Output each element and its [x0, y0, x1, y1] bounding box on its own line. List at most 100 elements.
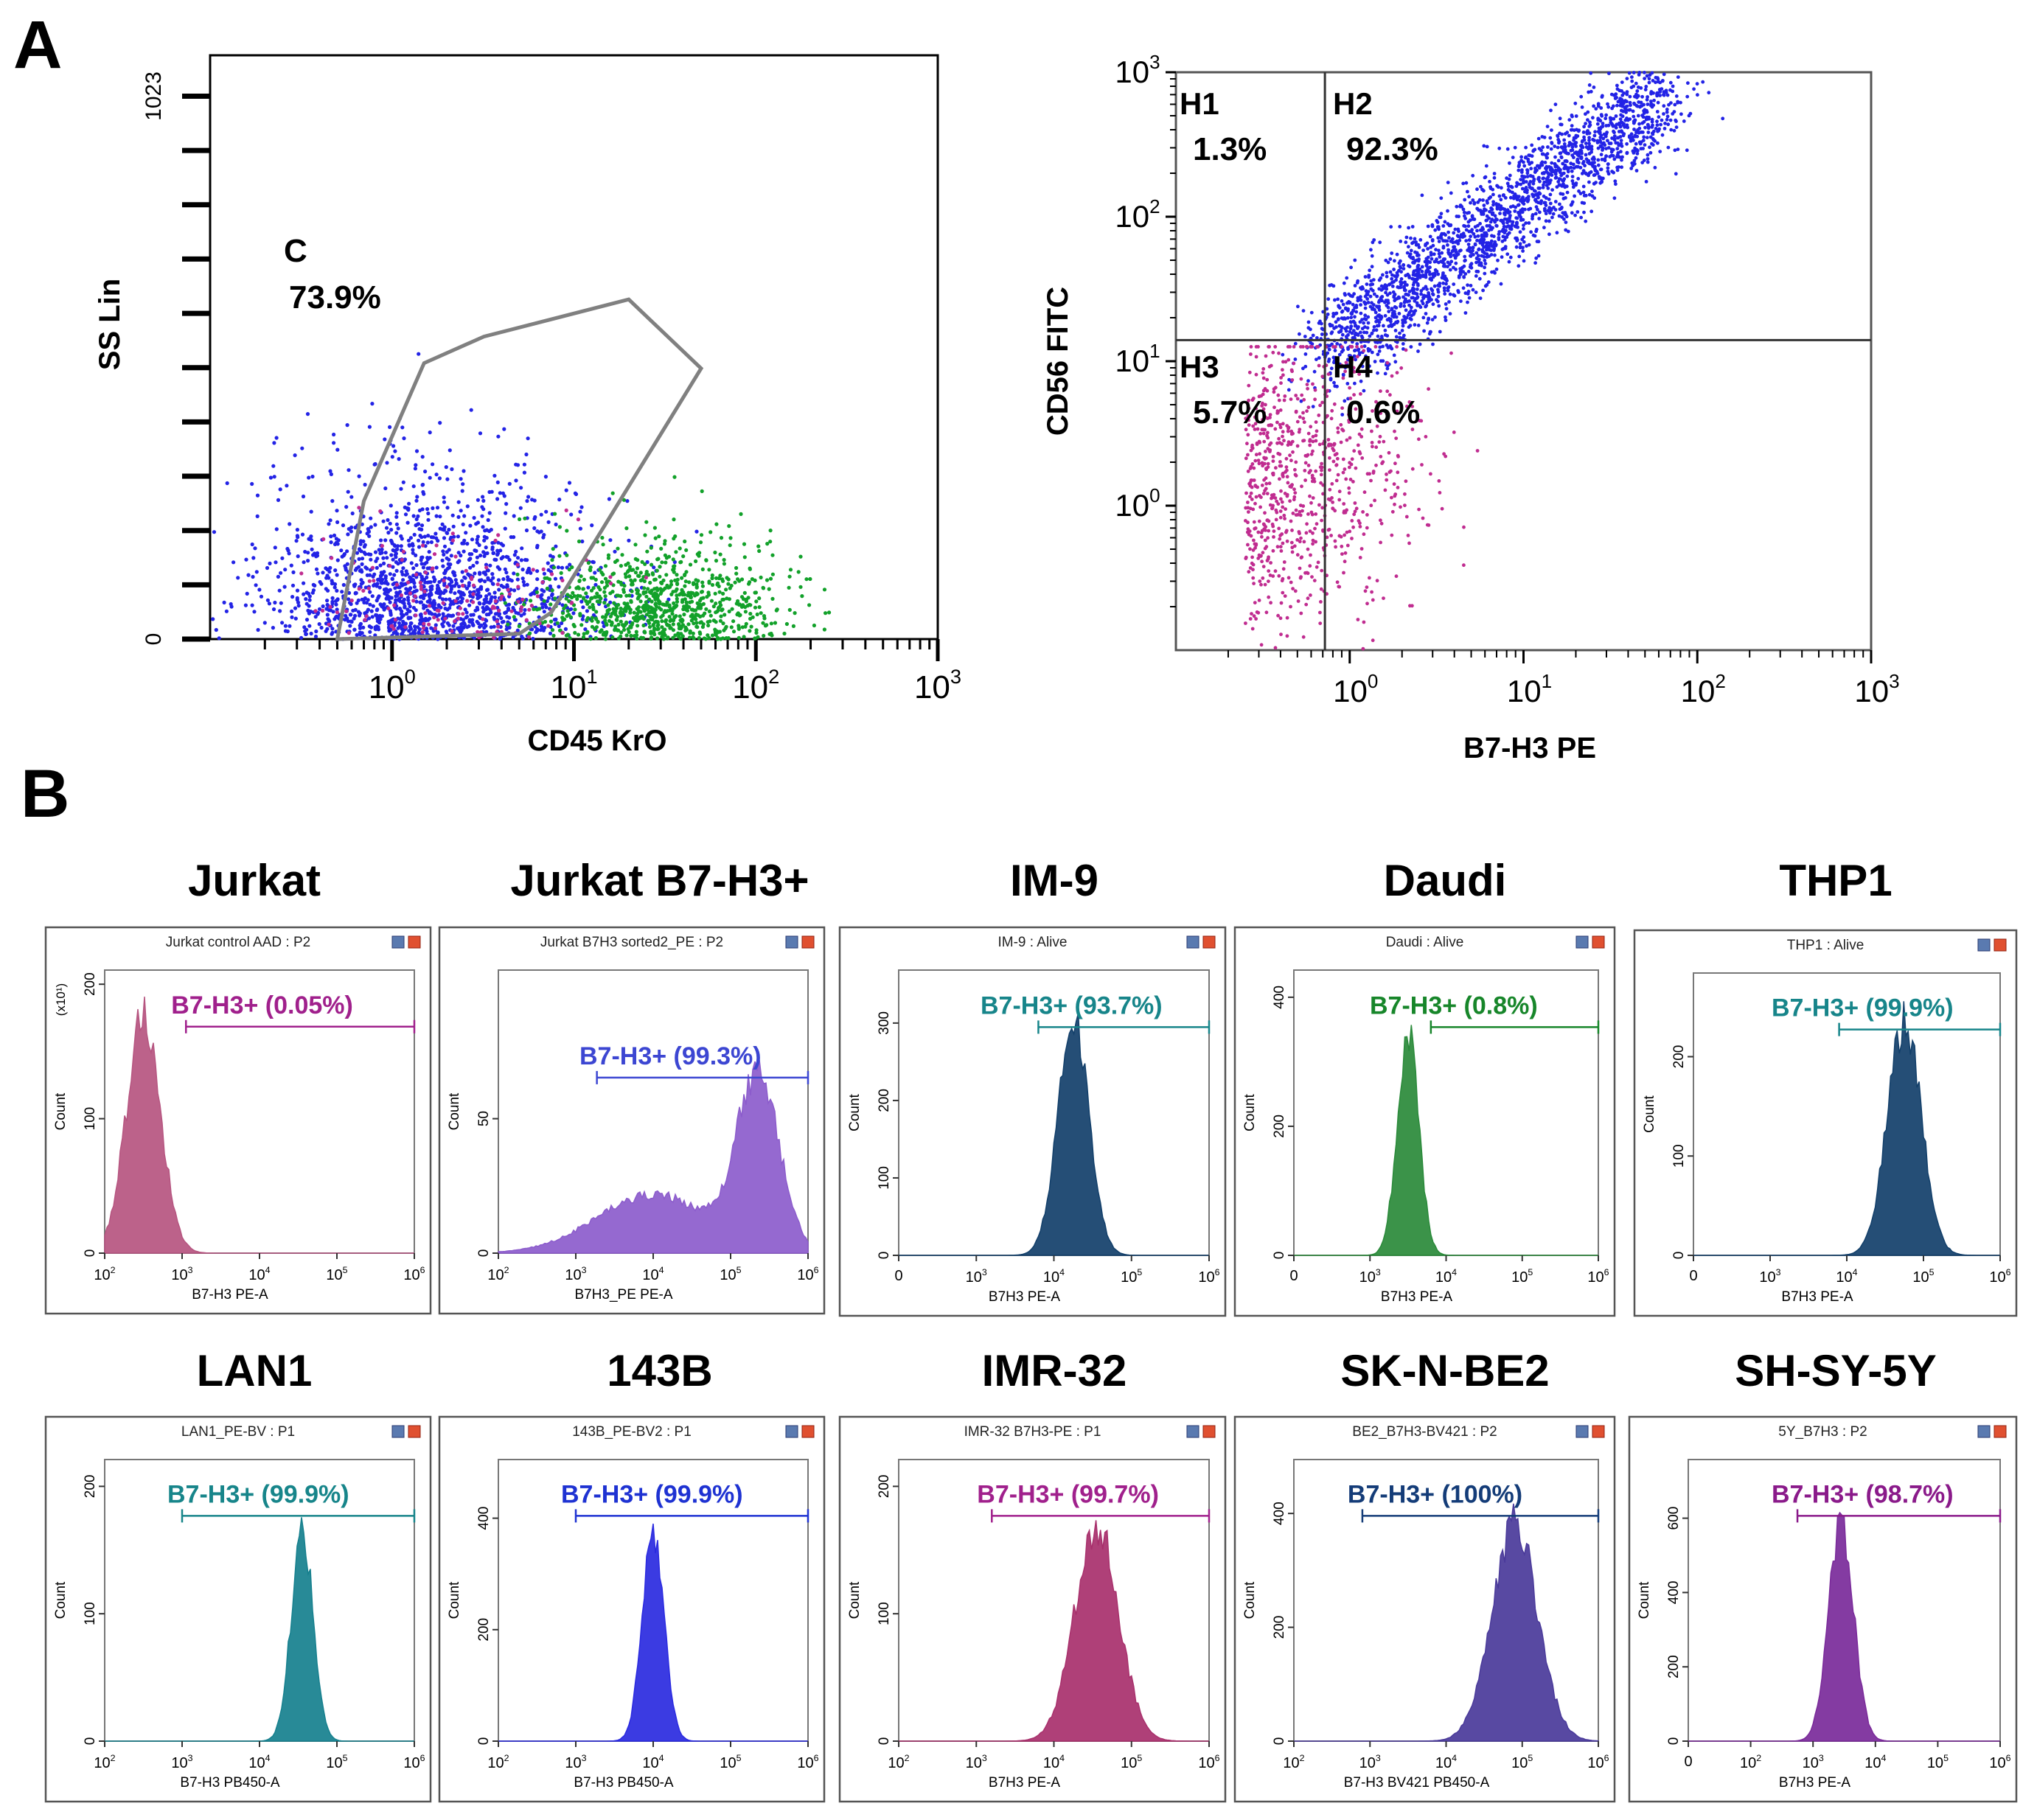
- data-point: [1485, 224, 1489, 228]
- data-point: [394, 598, 398, 602]
- data-point: [345, 562, 349, 566]
- data-point: [1416, 349, 1420, 353]
- data-point: [1505, 218, 1510, 223]
- data-point: [603, 637, 608, 641]
- data-point: [1620, 158, 1623, 162]
- data-point: [1570, 179, 1575, 183]
- data-point: [1447, 300, 1451, 304]
- data-point: [376, 577, 380, 582]
- data-point: [589, 588, 594, 593]
- data-point: [1564, 196, 1567, 200]
- data-point: [600, 535, 605, 540]
- data-point: [1632, 102, 1637, 106]
- data-point: [1468, 265, 1472, 269]
- data-point: [462, 575, 467, 579]
- data-point: [596, 599, 601, 604]
- data-point: [565, 632, 570, 637]
- data-point: [645, 604, 650, 608]
- data-point: [1466, 290, 1471, 293]
- data-point: [787, 607, 792, 613]
- data-point: [1671, 89, 1675, 94]
- data-point: [602, 585, 607, 590]
- data-point: [1668, 80, 1673, 85]
- data-point: [1416, 259, 1421, 263]
- data-point: [381, 519, 386, 523]
- data-point: [717, 630, 722, 634]
- data-point: [314, 629, 318, 634]
- data-point: [422, 618, 427, 622]
- data-point: [742, 555, 747, 559]
- data-point: [495, 619, 499, 624]
- data-point: [1316, 560, 1320, 565]
- data-point: [330, 601, 335, 606]
- data-point: [272, 441, 276, 445]
- data-point: [710, 573, 714, 578]
- data-point: [722, 562, 727, 566]
- data-point: [301, 494, 306, 499]
- data-point: [364, 614, 369, 618]
- data-point: [1645, 74, 1649, 78]
- data-point: [416, 625, 420, 630]
- data-point: [476, 534, 480, 539]
- data-point: [1477, 254, 1480, 258]
- data-point: [1370, 265, 1374, 269]
- data-point: [515, 577, 520, 582]
- data-point: [490, 547, 495, 551]
- data-point: [1500, 255, 1504, 259]
- data-point: [396, 526, 400, 531]
- data-point: [1669, 101, 1673, 105]
- data-point: [675, 581, 680, 586]
- data-point: [1618, 99, 1622, 102]
- data-point: [1502, 231, 1507, 235]
- data-point: [1577, 150, 1581, 154]
- data-point: [319, 625, 324, 630]
- data-point: [646, 587, 650, 591]
- data-point: [1652, 98, 1657, 102]
- data-point: [1385, 274, 1389, 279]
- data-point: [1443, 288, 1446, 293]
- data-point: [1556, 166, 1561, 170]
- data-point: [1644, 180, 1648, 184]
- data-point: [532, 526, 537, 531]
- data-point: [1553, 208, 1558, 212]
- data-point: [306, 551, 310, 555]
- data-point: [386, 517, 390, 523]
- data-point: [1475, 229, 1479, 233]
- data-point: [734, 571, 739, 576]
- data-point: [1457, 276, 1461, 279]
- data-point: [1534, 205, 1539, 209]
- data-point: [1549, 108, 1553, 113]
- data-point: [246, 573, 251, 577]
- data-point: [482, 598, 487, 602]
- data-point: [1473, 225, 1477, 229]
- data-point: [1456, 227, 1460, 231]
- data-point: [1409, 345, 1413, 349]
- data-point: [531, 568, 535, 572]
- data-point: [1628, 108, 1632, 112]
- data-point: [1632, 161, 1637, 166]
- data-point: [368, 590, 372, 594]
- data-point: [1363, 275, 1368, 279]
- data-point: [798, 554, 803, 559]
- data-point: [332, 542, 338, 547]
- data-point: [492, 624, 496, 629]
- data-point: [1625, 104, 1629, 108]
- data-point: [1277, 398, 1281, 402]
- data-point: [563, 627, 568, 632]
- data-point: [1599, 153, 1604, 157]
- data-point: [306, 591, 311, 596]
- data-point: [250, 542, 254, 547]
- data-point: [330, 556, 334, 560]
- data-point: [1696, 93, 1699, 97]
- data-point: [212, 530, 217, 534]
- data-point: [415, 495, 419, 499]
- data-point: [1658, 150, 1662, 154]
- data-point: [521, 579, 526, 585]
- data-point: [1674, 172, 1678, 176]
- data-point: [615, 606, 619, 610]
- data-point: [609, 623, 614, 627]
- data-point: [1404, 293, 1409, 296]
- data-point: [279, 571, 283, 575]
